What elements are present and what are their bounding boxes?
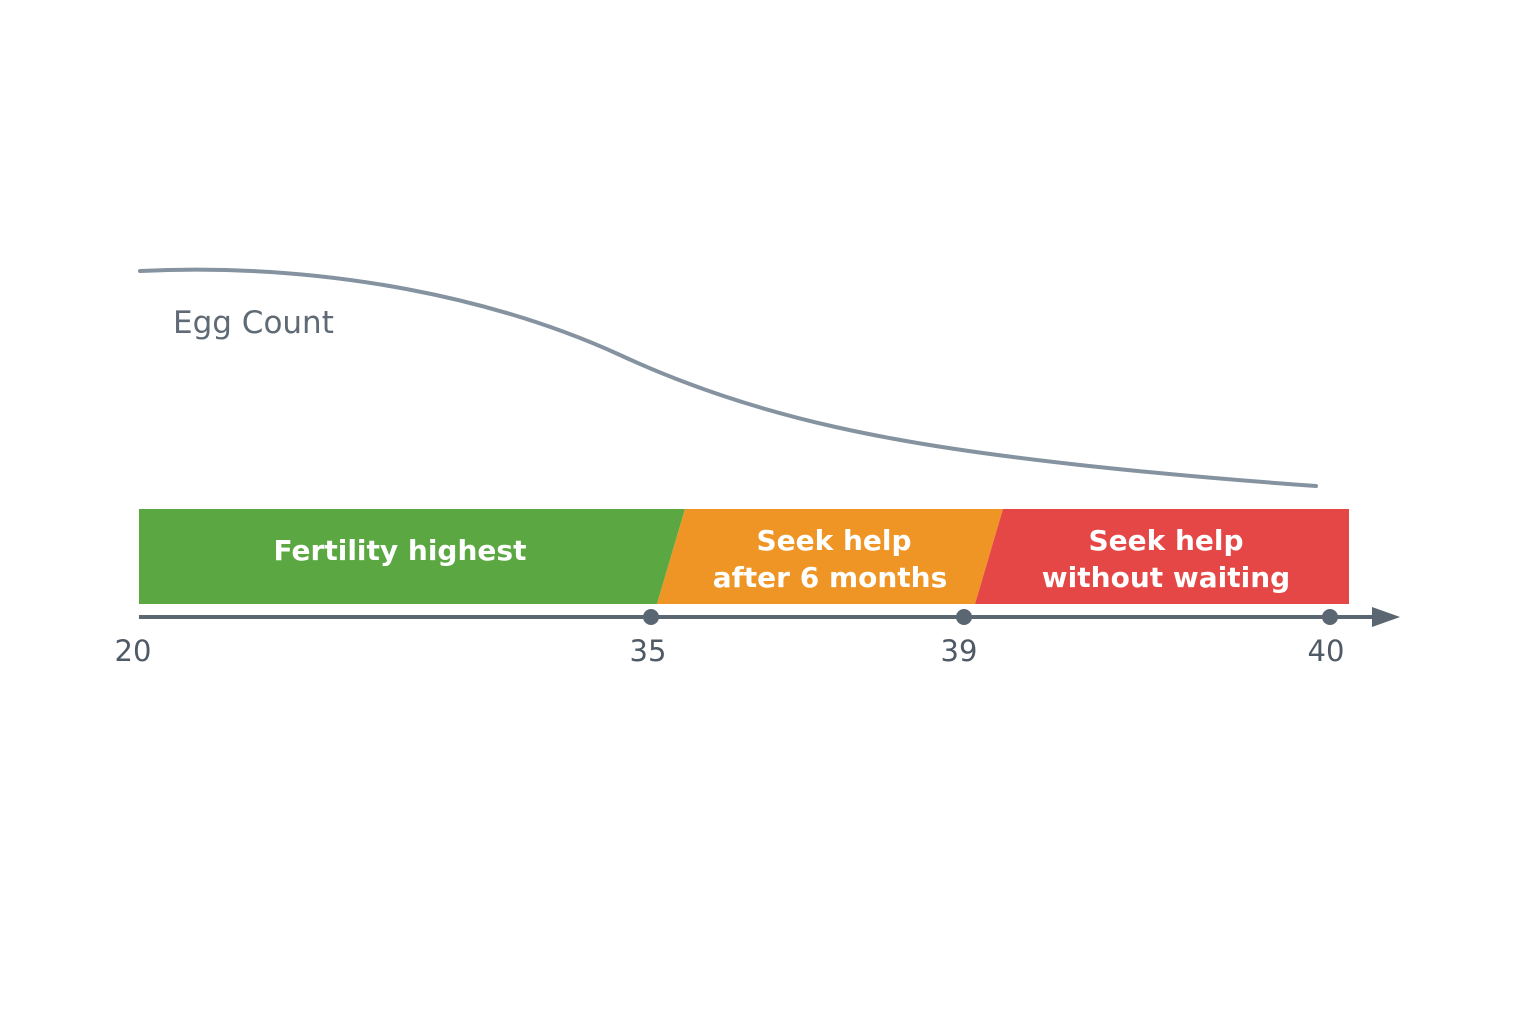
tick-marker-40	[1322, 609, 1338, 625]
zone-seek-help-after-6-months	[657, 509, 1003, 604]
tick-label-20: 20	[115, 634, 152, 668]
tick-label-35: 35	[630, 634, 667, 668]
egg-count-curve	[138, 267, 1318, 488]
zone-seek-help-without-waiting	[975, 509, 1349, 604]
tick-marker-35	[643, 609, 659, 625]
zone-label-fertility-highest: Fertility highest	[274, 534, 527, 567]
zone-band: Fertility highest Seek help after 6 mont…	[139, 509, 1349, 604]
age-axis: 20 35 39 40	[115, 607, 1400, 668]
zone-label-seek-help-without-line1: Seek help	[1088, 524, 1243, 557]
zone-label-seek-help-without-line2: without waiting	[1042, 561, 1290, 594]
egg-count-label: Egg Count	[173, 305, 334, 341]
axis-arrow-icon	[1372, 607, 1400, 627]
tick-label-40: 40	[1308, 634, 1345, 668]
zone-label-seek-help-after-line2: after 6 months	[713, 561, 948, 594]
tick-marker-39	[956, 609, 972, 625]
zone-fertility-highest	[139, 509, 685, 604]
tick-label-39: 39	[941, 634, 978, 668]
zone-label-seek-help-after-line1: Seek help	[756, 524, 911, 557]
